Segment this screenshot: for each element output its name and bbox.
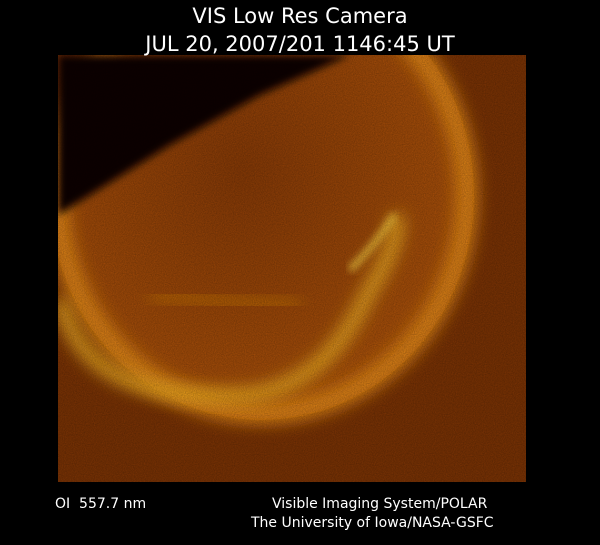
timestamp: JUL 20, 2007/201 1146:45 UT <box>143 32 455 56</box>
title: VIS Low Res Camera <box>192 4 407 28</box>
institution: The University of Iowa/NASA-GSFC <box>250 515 494 531</box>
instrument: Visible Imaging System/POLAR <box>272 496 488 512</box>
camera-image <box>58 55 526 482</box>
image-noise <box>58 55 526 482</box>
wavelength: OI 557.7 nm <box>55 496 146 512</box>
